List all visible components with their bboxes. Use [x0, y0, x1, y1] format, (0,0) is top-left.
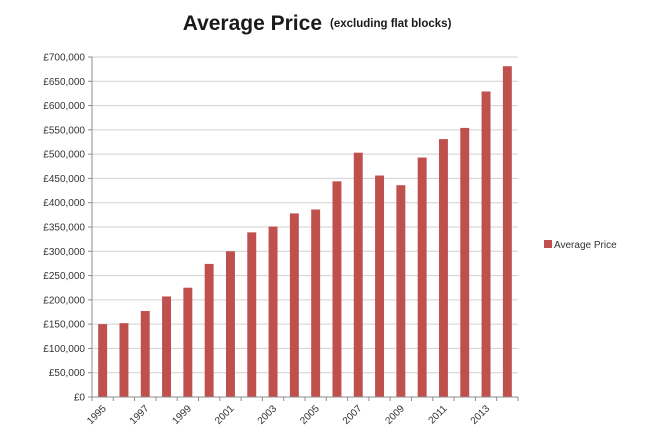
bar-2003: [268, 226, 278, 397]
bar-2011: [438, 139, 448, 398]
bar-2013: [481, 91, 491, 397]
bar-2007: [353, 152, 363, 397]
bar-1996: [119, 323, 129, 397]
bar-2001: [225, 251, 235, 397]
y-tick-label: £550,000: [43, 125, 85, 136]
x-tick-label: 1997: [128, 403, 152, 427]
y-tick-label: £50,000: [49, 368, 86, 379]
x-axis: 1995 1997 1999 2001 2003 2005 2007 2009 2011 2013: [85, 396, 519, 427]
bar-1999: [183, 287, 193, 397]
x-tick-label: 2003: [256, 403, 280, 427]
y-axis: £0 £50,000 £100,000 £150,000 £200,000 £250,00…: [43, 53, 93, 404]
y-tick-label: £0: [74, 393, 86, 404]
y-tick-label: £450,000: [43, 174, 85, 185]
bar-2012: [460, 127, 470, 398]
x-tick-label: 2005: [298, 403, 322, 427]
bar-2008: [375, 175, 385, 397]
gridlines: [92, 56, 518, 374]
y-tick-label: £400,000: [43, 198, 85, 209]
y-tick-label: £300,000: [43, 247, 85, 258]
bar-2010: [417, 157, 427, 397]
bar-2014: [502, 66, 512, 397]
chart-title-group: Average Price (excluding flat blocks): [183, 12, 452, 35]
bar-1995: [98, 324, 108, 397]
x-tick-label: 2011: [427, 403, 450, 426]
bar-1998: [162, 296, 172, 397]
x-tick-label: 1995: [85, 403, 109, 427]
y-tick-label: £650,000: [43, 77, 85, 88]
bar-2009: [396, 185, 406, 397]
y-tick-label: £700,000: [43, 53, 85, 64]
y-tick-label: £250,000: [43, 271, 85, 282]
y-tick-label: £500,000: [43, 150, 85, 161]
legend-label: Average Price: [554, 240, 617, 251]
y-tick-label: £200,000: [43, 295, 85, 306]
chart-title: Average Price: [183, 12, 322, 35]
bar-2002: [247, 232, 257, 397]
x-tick-label: 2009: [383, 403, 407, 427]
legend: Average Price: [544, 240, 617, 251]
y-tick-label: £600,000: [43, 101, 85, 112]
bar-1997: [140, 311, 150, 397]
x-tick-label: 1999: [170, 403, 194, 427]
x-tick-label: 2007: [341, 403, 365, 427]
bar-2004: [289, 213, 299, 397]
bars: [98, 66, 512, 398]
bar-2000: [204, 263, 214, 397]
x-tick-label: 2001: [213, 403, 237, 427]
legend-swatch: [544, 240, 552, 248]
bar-2006: [332, 181, 342, 397]
x-tick-label: 2013: [469, 403, 493, 427]
y-tick-label: £100,000: [43, 344, 85, 355]
y-tick-label: £150,000: [43, 320, 85, 331]
bar-2005: [311, 209, 321, 397]
y-tick-label: £350,000: [43, 223, 85, 234]
chart-subtitle: (excluding flat blocks): [330, 18, 452, 30]
